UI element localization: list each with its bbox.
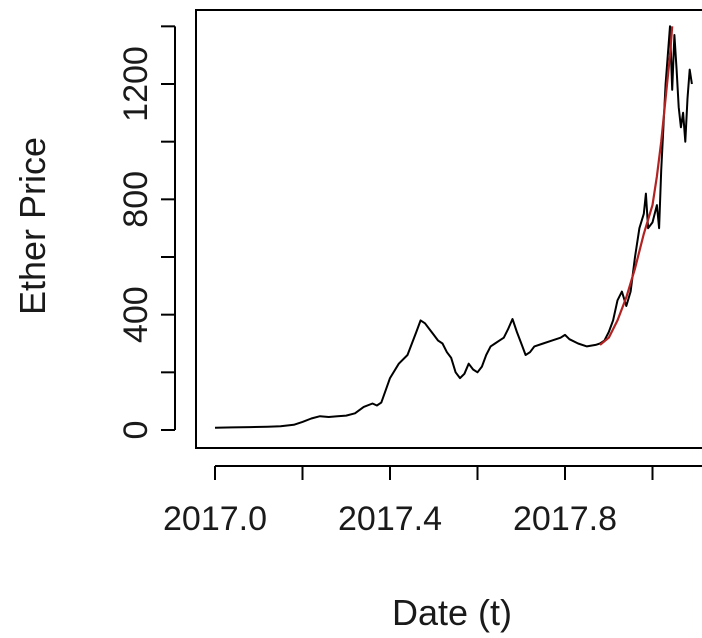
- x-tick-label: 2017.0: [163, 500, 267, 538]
- y-tick-label: 0: [117, 421, 155, 440]
- y-axis: 0 400 800 1200: [117, 25, 176, 440]
- x-tick-label: 2017.4: [338, 500, 442, 538]
- series-group: [214, 25, 693, 429]
- x-tick-label: 2017.8: [513, 500, 617, 538]
- y-tick-label: 400: [117, 286, 155, 343]
- x-axis-label: Date (t): [392, 592, 512, 633]
- plot-box: [195, 9, 702, 449]
- x-axis: 2017.0 2017.4 2017.8: [163, 465, 702, 538]
- y-axis-label: Ether Price: [12, 137, 53, 315]
- y-tick-label: 800: [117, 171, 155, 228]
- price-series-line: [214, 25, 693, 429]
- fitted-trend-line: [599, 26, 674, 346]
- y-tick-label: 1200: [117, 46, 155, 122]
- plot-frame: [195, 9, 702, 449]
